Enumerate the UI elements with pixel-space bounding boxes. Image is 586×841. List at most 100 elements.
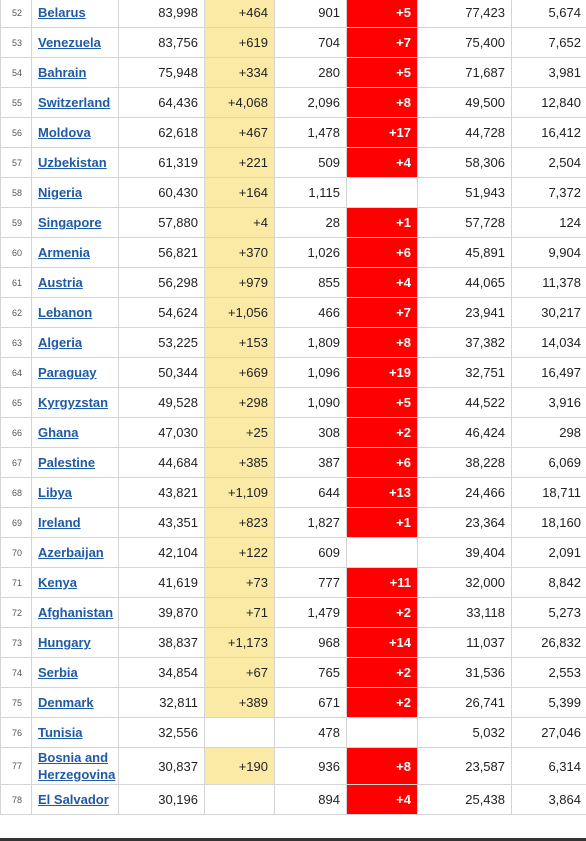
- total-deaths-cell: 936: [274, 747, 347, 785]
- country-cell: Hungary: [31, 627, 119, 658]
- new-deaths-cell: +17: [346, 117, 418, 148]
- total-deaths-cell: 1,478: [274, 117, 347, 148]
- total-recovered-cell: 45,891: [417, 237, 512, 268]
- new-deaths-cell: +8: [346, 327, 418, 358]
- country-link[interactable]: Azerbaijan: [38, 545, 104, 560]
- total-recovered-cell: 25,438: [417, 784, 512, 815]
- country-link[interactable]: Moldova: [38, 125, 91, 140]
- country-link[interactable]: Armenia: [38, 245, 91, 260]
- rank-cell: 56: [0, 117, 32, 148]
- total-cases-cell: 43,821: [118, 477, 205, 508]
- new-deaths-cell: +19: [346, 357, 418, 388]
- country-link[interactable]: Kyrgyzstan: [38, 395, 109, 410]
- rank-cell: 61: [0, 267, 32, 298]
- new-deaths-cell: [346, 717, 418, 748]
- total-recovered-cell: 11,037: [417, 627, 512, 658]
- new-cases-cell: +385: [204, 447, 275, 478]
- rank-cell: 71: [0, 567, 32, 598]
- new-deaths-cell: +7: [346, 297, 418, 328]
- table-row: 74 Serbia 34,854 +67 765 +2 31,536 2,553: [0, 657, 586, 688]
- country-cell: Algeria: [31, 327, 119, 358]
- country-link[interactable]: Paraguay: [38, 365, 97, 380]
- table-row: 69 Ireland 43,351 +823 1,827 +1 23,364 18,160: [0, 507, 586, 538]
- country-link[interactable]: Ghana: [38, 425, 79, 440]
- country-link[interactable]: Algeria: [38, 335, 83, 350]
- rank-cell: 59: [0, 207, 32, 238]
- country-link[interactable]: Libya: [38, 485, 72, 500]
- country-cell: Palestine: [31, 447, 119, 478]
- new-deaths-cell: +7: [346, 27, 418, 58]
- new-cases-cell: +73: [204, 567, 275, 598]
- total-cases-cell: 56,298: [118, 267, 205, 298]
- country-cell: Austria: [31, 267, 119, 298]
- country-link[interactable]: Lebanon: [38, 305, 93, 320]
- table-row: 61 Austria 56,298 +979 855 +4 44,065 11,378: [0, 267, 586, 298]
- total-deaths-cell: 1,090: [274, 387, 347, 418]
- active-cases-cell: 26,832: [511, 627, 586, 658]
- total-cases-cell: 30,196: [118, 784, 205, 815]
- country-link[interactable]: Ireland: [38, 515, 81, 530]
- active-cases-cell: 16,412: [511, 117, 586, 148]
- table-row: 76 Tunisia 32,556 478 5,032 27,046: [0, 717, 586, 748]
- country-link[interactable]: Nigeria: [38, 185, 83, 200]
- new-cases-cell: +1,109: [204, 477, 275, 508]
- total-deaths-cell: 2,096: [274, 87, 347, 118]
- country-cell: Nigeria: [31, 177, 119, 208]
- new-cases-cell: +334: [204, 57, 275, 88]
- rank-cell: 64: [0, 357, 32, 388]
- country-link[interactable]: Hungary: [38, 635, 91, 650]
- country-link[interactable]: Tunisia: [38, 725, 83, 740]
- country-link[interactable]: Bosnia and Herzegovina: [38, 750, 116, 782]
- new-deaths-cell: +6: [346, 447, 418, 478]
- total-deaths-cell: 509: [274, 147, 347, 178]
- country-link[interactable]: Serbia: [38, 665, 78, 680]
- rank-cell: 65: [0, 387, 32, 418]
- new-cases-cell: +25: [204, 417, 275, 448]
- country-link[interactable]: Afghanistan: [38, 605, 114, 620]
- country-link[interactable]: Switzerland: [38, 95, 111, 110]
- table-row: 75 Denmark 32,811 +389 671 +2 26,741 5,399: [0, 687, 586, 718]
- country-link[interactable]: Austria: [38, 275, 83, 290]
- rank-cell: 60: [0, 237, 32, 268]
- total-deaths-cell: 609: [274, 537, 347, 568]
- total-cases-cell: 50,344: [118, 357, 205, 388]
- new-deaths-cell: +13: [346, 477, 418, 508]
- table-row: 56 Moldova 62,618 +467 1,478 +17 44,728 16,412: [0, 117, 586, 148]
- rank-cell: 66: [0, 417, 32, 448]
- active-cases-cell: 3,981: [511, 57, 586, 88]
- country-link[interactable]: Venezuela: [38, 35, 101, 50]
- total-recovered-cell: 58,306: [417, 147, 512, 178]
- total-deaths-cell: 1,096: [274, 357, 347, 388]
- country-link[interactable]: Palestine: [38, 455, 96, 470]
- new-cases-cell: +221: [204, 147, 275, 178]
- new-deaths-cell: +8: [346, 87, 418, 118]
- country-link[interactable]: Belarus: [38, 5, 86, 20]
- total-cases-cell: 34,854: [118, 657, 205, 688]
- active-cases-cell: 14,034: [511, 327, 586, 358]
- table-row: 77 Bosnia and Herzegovina 30,837 +190 936 +8 2…: [0, 747, 586, 785]
- active-cases-cell: 2,091: [511, 537, 586, 568]
- total-deaths-cell: 644: [274, 477, 347, 508]
- total-deaths-cell: 387: [274, 447, 347, 478]
- new-deaths-cell: +11: [346, 567, 418, 598]
- country-cell: Kyrgyzstan: [31, 387, 119, 418]
- country-cell: Bosnia and Herzegovina: [31, 747, 119, 785]
- active-cases-cell: 18,711: [511, 477, 586, 508]
- total-cases-cell: 41,619: [118, 567, 205, 598]
- total-cases-cell: 83,756: [118, 27, 205, 58]
- country-link[interactable]: El Salvador: [38, 792, 109, 807]
- country-link[interactable]: Uzbekistan: [38, 155, 107, 170]
- country-link[interactable]: Kenya: [38, 575, 78, 590]
- country-link[interactable]: Denmark: [38, 695, 94, 710]
- country-cell: Venezuela: [31, 27, 119, 58]
- table-row: 72 Afghanistan 39,870 +71 1,479 +2 33,118 5,273: [0, 597, 586, 628]
- new-cases-cell: +979: [204, 267, 275, 298]
- total-cases-cell: 39,870: [118, 597, 205, 628]
- country-link[interactable]: Bahrain: [38, 65, 87, 80]
- country-cell: Ghana: [31, 417, 119, 448]
- table-row: 73 Hungary 38,837 +1,173 968 +14 11,037 26,832: [0, 627, 586, 658]
- country-link[interactable]: Singapore: [38, 215, 102, 230]
- total-recovered-cell: 26,741: [417, 687, 512, 718]
- rank-cell: 52: [0, 0, 32, 28]
